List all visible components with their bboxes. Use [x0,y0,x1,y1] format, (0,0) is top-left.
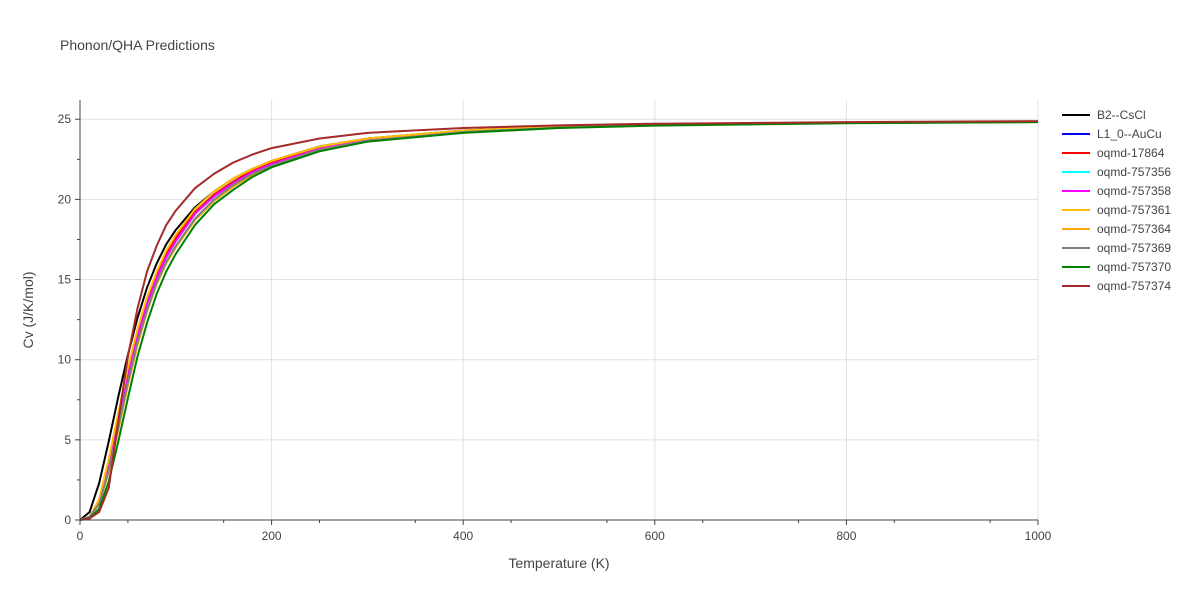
x-tick-label: 800 [836,529,856,543]
x-tick-label: 600 [645,529,665,543]
series-line-oqmd-757370[interactable] [79,121,1039,521]
series-group [79,120,1039,521]
series-line-b2-cscl[interactable] [79,120,1039,521]
legend-item[interactable]: oqmd-757370 [1062,260,1171,274]
axes [75,100,1039,525]
x-tick-label: 0 [77,529,84,543]
legend-item[interactable]: oqmd-757364 [1062,222,1171,236]
y-axis-label: Cv (J/K/mol) [20,272,36,349]
y-tick-label: 0 [64,513,71,527]
legend[interactable]: B2--CsCl L1_0--AuCu oqmd-17864 oqmd-757356 o… [1062,108,1171,293]
series-line-oqmd-757374[interactable] [79,120,1039,521]
legend-label: oqmd-757369 [1097,241,1171,255]
series-line-oqmd-757356[interactable] [79,120,1039,521]
y-tick-label: 5 [64,433,71,447]
legend-label: L1_0--AuCu [1097,127,1162,141]
series-line-oqmd-757369[interactable] [79,120,1039,521]
legend-label: oqmd-757361 [1097,203,1171,217]
legend-item[interactable]: B2--CsCl [1062,108,1146,122]
legend-item[interactable]: oqmd-757356 [1062,165,1171,179]
x-axis-label: Temperature (K) [508,555,609,571]
tick-labels: 0 200 400 600 800 1000 0 5 10 15 20 25 [58,112,1052,543]
legend-item[interactable]: oqmd-17864 [1062,146,1165,160]
legend-label: oqmd-757358 [1097,184,1171,198]
series-line-oqmd-17864[interactable] [79,120,1039,521]
series-line-l1-0-aucu[interactable] [79,120,1039,521]
legend-label: oqmd-757370 [1097,260,1171,274]
legend-label: oqmd-757364 [1097,222,1171,236]
legend-item[interactable]: L1_0--AuCu [1062,127,1162,141]
legend-item[interactable]: oqmd-757374 [1062,279,1171,293]
legend-item[interactable]: oqmd-757361 [1062,203,1171,217]
chart-title: Phonon/QHA Predictions [60,37,215,53]
x-tick-label: 1000 [1025,529,1052,543]
y-tick-label: 20 [58,192,72,206]
legend-label: oqmd-757374 [1097,279,1171,293]
grid [80,100,1039,520]
x-tick-label: 400 [453,529,473,543]
legend-label: B2--CsCl [1097,108,1146,122]
legend-item[interactable]: oqmd-757358 [1062,184,1171,198]
series-line-oqmd-757361[interactable] [79,120,1039,521]
y-tick-label: 10 [58,353,72,367]
series-line-oqmd-757364[interactable] [79,120,1039,521]
x-tick-label: 200 [262,529,282,543]
y-tick-label: 15 [58,273,72,287]
legend-label: oqmd-757356 [1097,165,1171,179]
legend-item[interactable]: oqmd-757369 [1062,241,1171,255]
legend-label: oqmd-17864 [1097,146,1165,160]
y-tick-label: 25 [58,112,72,126]
series-line-oqmd-757358[interactable] [79,120,1039,521]
